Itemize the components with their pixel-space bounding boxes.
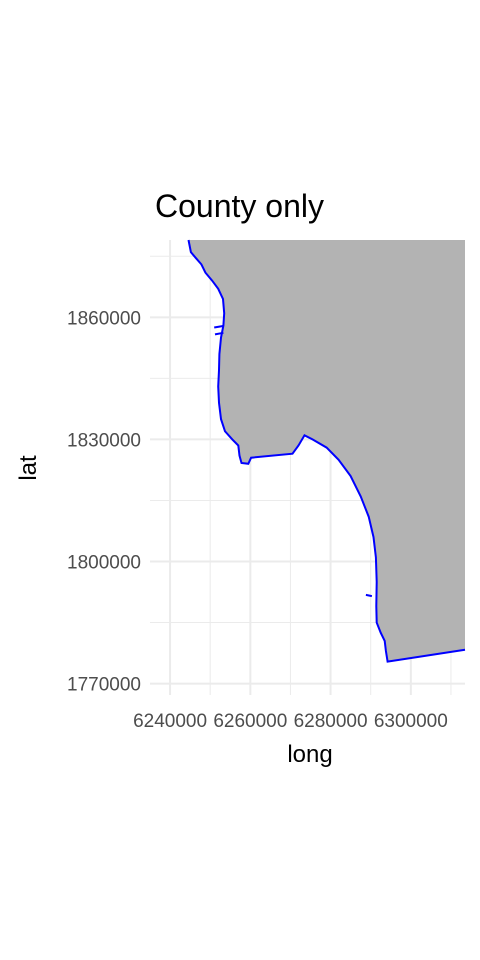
x-tick-labels: 6240000 6260000 6280000 6300000	[133, 711, 448, 732]
island-outline	[214, 331, 224, 336]
y-tick-label: 1770000	[67, 675, 141, 696]
y-axis-title: lat	[15, 455, 42, 481]
chart-title: County only	[155, 188, 324, 224]
island-outlines	[214, 324, 373, 598]
y-tick-labels: 1770000 1800000 1830000 1860000	[67, 308, 141, 695]
island-outline	[214, 324, 224, 329]
island-outline	[365, 593, 373, 598]
county-coastline	[187, 239, 466, 663]
x-tick-label: 6300000	[374, 711, 448, 732]
x-axis-title: long	[287, 741, 332, 768]
y-tick-label: 1830000	[67, 430, 141, 451]
y-tick-label: 1860000	[67, 308, 141, 329]
y-tick-label: 1800000	[67, 553, 141, 574]
x-tick-label: 6240000	[133, 711, 207, 732]
x-tick-label: 6260000	[213, 711, 287, 732]
x-tick-label: 6280000	[294, 711, 368, 732]
county-fill	[188, 240, 465, 662]
